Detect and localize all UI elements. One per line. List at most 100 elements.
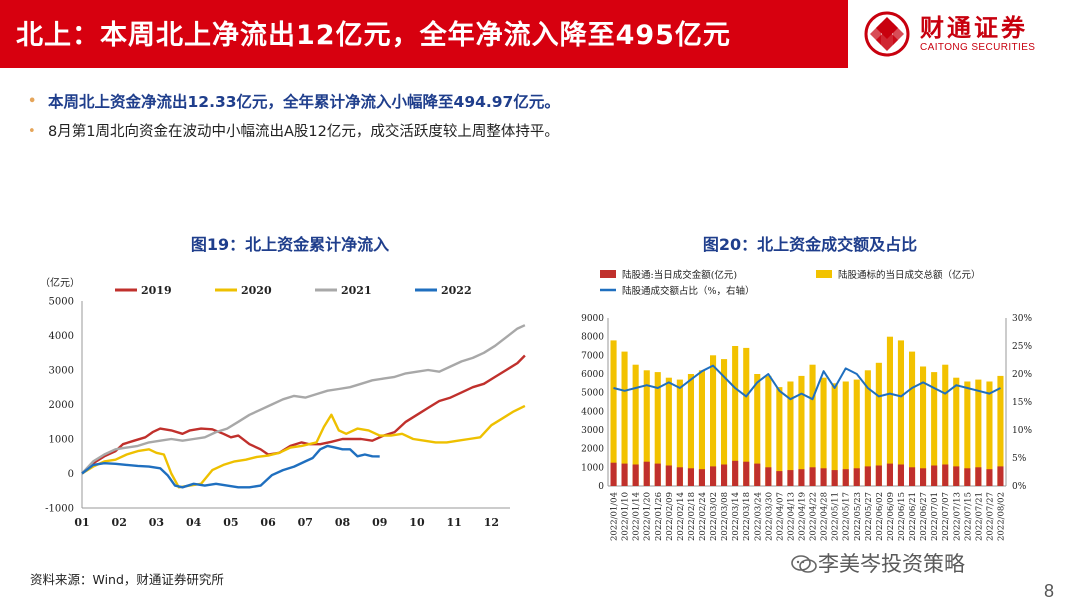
chart20-y-tick-label: 1000 [581,463,604,473]
chart20-bar-total [964,381,971,486]
chart20-y-tick-label: 3000 [581,426,604,436]
bullet-dot-icon: • [28,124,36,139]
chart20-x-tick-label: 2022/03/24 [753,492,763,541]
chart19-x-tick-label: 03 [149,516,164,529]
chart20-legend-label: 陆股通标的当日成交总额（亿元） [838,269,981,281]
chart19-y-tick-label: 5000 [49,297,74,308]
chart20-bar-total [754,374,761,486]
chart20-bar-northbound [920,468,927,486]
chart20-x-tick-label: 2022/03/02 [709,492,719,541]
chart20-bar-northbound [621,463,628,486]
chart20-bar-total [897,340,904,486]
chart20-x-tick-label: 2022/08/02 [996,492,1006,541]
chart19-series-line-2021 [81,324,526,475]
chart19-legend-label: 2021 [341,284,372,297]
chart20-x-tick-label: 2022/03/30 [764,492,774,541]
chart20-x-tick-label: 2022/01/04 [610,492,620,541]
chart20-bar-total [909,351,916,486]
chart20-x-tick-label: 2022/03/08 [720,492,730,541]
watermark-text: 李美岑投资策略 [818,552,965,576]
chart20-bar-total [765,375,772,486]
chart20-y-tick-label: 5000 [581,389,604,399]
chart20-x-tick-label: 2022/02/09 [665,492,675,541]
chart20-x-tick-label: 2022/06/15 [897,492,907,541]
chart20-bar-total [853,379,860,486]
chart20-bar-northbound [842,469,849,486]
chart20-bar-total [842,381,849,486]
chart20-bar-northbound [654,463,661,486]
chart20-bar-total [831,383,838,486]
chart20-bar-total [986,381,993,486]
chart19-ylabel: （亿元） [40,276,80,289]
chart20-bar-northbound [853,468,860,486]
chart20-y2-tick-label: 20% [1012,370,1032,380]
chart20-y-tick-label: 4000 [581,407,604,417]
chart20-x-tick-label: 2022/01/10 [621,492,631,541]
chart20-y-tick-label: 2000 [581,445,604,455]
bullet-dot-icon: • [28,94,37,109]
chart19-x-tick-label: 06 [260,516,276,529]
source-note: 资料来源：Wind，财通证券研究所 [30,572,224,587]
chart20-y2-tick-label: 0% [1012,482,1027,492]
chart20-legend-label: 陆股通:当日成交金额(亿元) [622,269,737,281]
chart20-x-tick-label: 2022/04/07 [775,492,785,541]
chart20-x-tick-label: 2022/07/07 [941,492,951,541]
chart20-bar-northbound [721,464,728,486]
chart20-bar-northbound [776,471,783,486]
chart20-bar-total [931,372,938,486]
chart19-y-tick-label: 3000 [49,366,74,377]
chart20-x-tick-label: 2022/01/20 [643,492,653,541]
chart20-bar-total [665,377,672,486]
chart20-x-tick-label: 2022/02/14 [676,492,686,541]
chart19-x-tick-label: 12 [484,516,499,529]
header-bar: 北上：本周北上净流出12亿元，全年净流入降至495亿元 财通证券 CAITONG… [0,0,1080,68]
chart20-title: 图20：北上资金成交额及占比 [702,235,918,254]
bullet-list: • 本周北上资金净流出12.33亿元，全年累计净流入小幅降至494.97亿元。 … [26,92,1056,152]
chart20-x-tick-label: 2022/04/19 [797,492,807,541]
chart20-x-tick-label: 2022/05/17 [842,492,852,541]
chart20-x-tick-label: 2022/01/14 [632,492,642,541]
chart20-bar-northbound [665,465,672,486]
chart20-bar-northbound [886,463,893,486]
chart20-bar-northbound [831,470,838,486]
chart20-x-tick-label: 2022/07/01 [930,492,940,541]
chart20-bar-northbound [732,460,739,486]
chart20-y-tick-label: 8000 [581,333,604,343]
chart19-x-tick-label: 10 [409,516,425,529]
wechat-icon [791,555,817,573]
chart20-bar-total [942,364,949,486]
chart20-bar-total [643,370,650,486]
chart19-y-tick-label: 0 [68,469,74,480]
chart20-bar-northbound [687,468,694,486]
chart20-x-tick-label: 2022/07/15 [963,492,973,541]
chart20-bar-total [809,364,816,486]
caitong-logo-icon [864,11,910,57]
chart20-x-tick-label: 2022/07/21 [974,492,984,541]
chart20-bar-total [820,377,827,486]
chart20-bar-northbound [986,469,993,486]
chart20-bar-northbound [754,463,761,486]
chart20-bar-northbound [864,466,871,486]
chart19-series-line-2020 [81,404,526,489]
chart20-bar-northbound [964,468,971,486]
chart20-y2-tick-label: 15% [1012,398,1032,408]
chart20-bar-northbound [698,469,705,486]
chart20-bar-total [864,370,871,486]
page-number: 8 [1043,581,1054,601]
chart19-legend-label: 2019 [141,284,172,297]
chart20-bar-total [732,346,739,486]
chart20-legend-swatch [600,270,616,278]
chart20-bar-total [654,372,661,486]
chart20-y2-tick-label: 25% [1012,342,1032,352]
chart20-x-tick-label: 2022/03/18 [742,492,752,541]
chart20-bar-northbound [765,467,772,486]
chart20-bar-total [875,362,882,486]
chart20-x-tick-label: 2022/04/28 [820,492,830,541]
bullet-item: • 本周北上资金净流出12.33亿元，全年累计净流入小幅降至494.97亿元。 [26,92,1056,112]
chart19-x-tick-label: 09 [372,516,387,529]
chart19-series-line-2022 [81,444,380,489]
chart20-x-tick-label: 2022/05/27 [864,492,874,541]
chart20-bar-northbound [897,464,904,486]
chart20-bar-northbound [931,465,938,486]
